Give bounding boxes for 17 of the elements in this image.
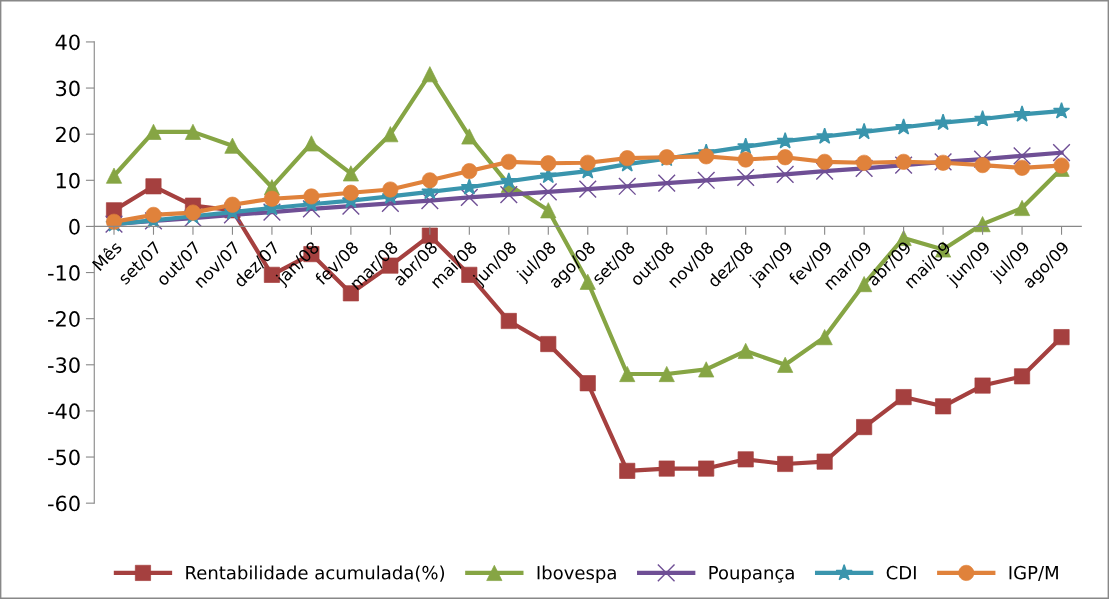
y-tick-label: -20 [48, 311, 80, 327]
y-tick-label: 20 [56, 126, 80, 143]
y-tick-label: -50 [48, 449, 80, 466]
legend-label: CDI [886, 565, 916, 580]
y-tick-label: -10 [48, 265, 80, 281]
legend-label: Ibovespa [537, 565, 616, 584]
legend-label: Poupança [709, 566, 794, 584]
x-tick-label: Mês [91, 239, 123, 272]
y-tick-label: 40 [55, 34, 80, 51]
legend-label: IGP/M [1009, 565, 1058, 581]
y-tick-label: 10 [56, 172, 80, 189]
legend-label: Rentabilidade acumulada(%) [186, 565, 445, 582]
y-tick-label: -30 [48, 357, 80, 373]
y-tick-label: 30 [56, 80, 80, 97]
y-tick-label: -40 [48, 403, 80, 420]
y-tick-label: -60 [48, 495, 80, 512]
y-tick-label: 0 [69, 218, 80, 235]
